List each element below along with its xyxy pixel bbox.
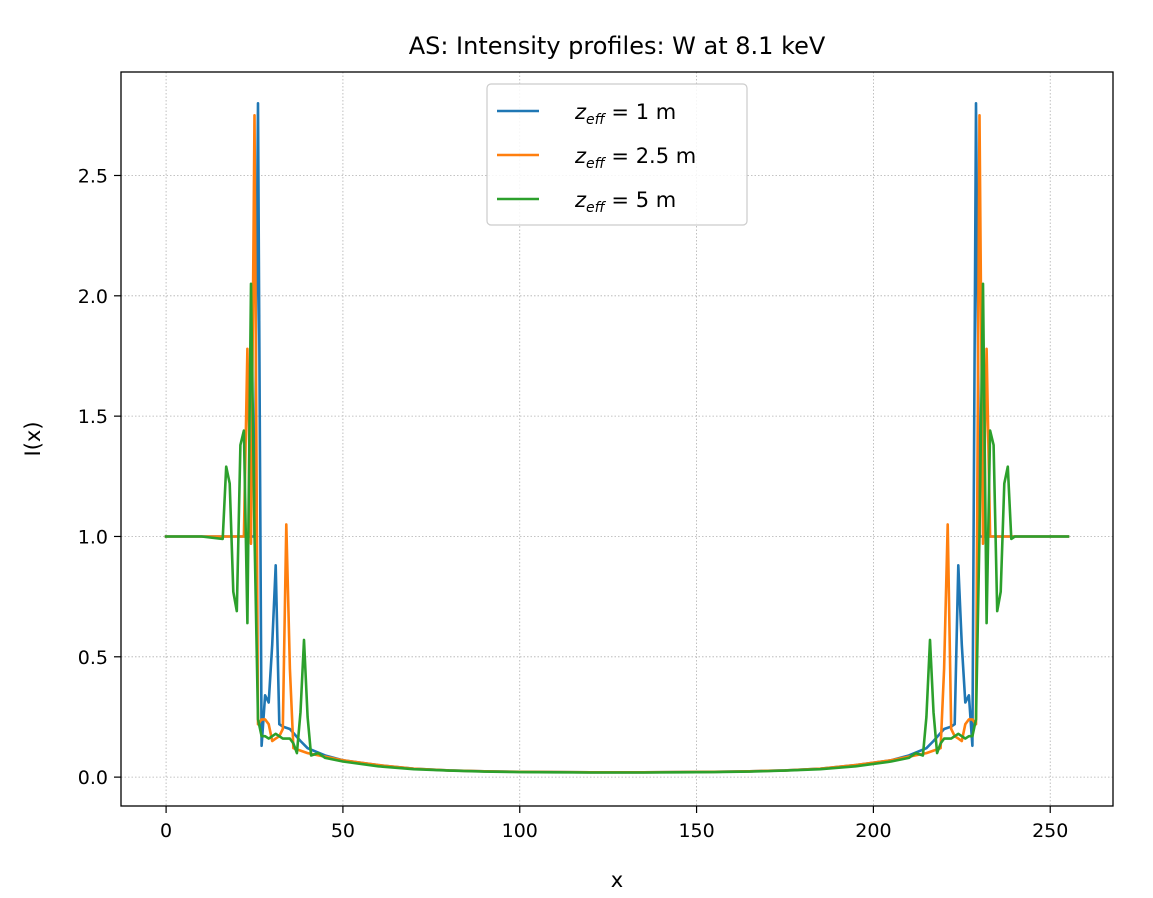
axes-frame: [120, 71, 1114, 807]
x-tick-label: 150: [678, 820, 714, 842]
y-axis: 0.0 0.5 1.0 1.5 2.0 2.5: [78, 165, 121, 789]
legend-box: [486, 83, 748, 226]
y-tick-label: 0.0: [78, 767, 108, 789]
plot-area: [164, 102, 1070, 774]
y-tick-label: 0.5: [78, 647, 108, 669]
legend-label: zeff = 1 m: [574, 100, 676, 128]
x-axis: 0 50 100 150 200 250: [160, 806, 1068, 842]
x-axis-label: x: [611, 868, 623, 892]
x-tick-label: 50: [331, 820, 355, 842]
x-tick-label: 100: [502, 820, 538, 842]
y-tick-label: 2.0: [78, 286, 108, 308]
y-tick-label: 1.5: [78, 406, 108, 428]
legend-label: zeff = 2.5 m: [574, 144, 696, 172]
y-axis-label: I(x): [21, 421, 45, 456]
legend: zeff = 1 m zeff = 2.5 m zeff = 5 m: [486, 83, 748, 226]
x-tick-label: 250: [1032, 820, 1068, 842]
y-tick-label: 1.0: [78, 526, 108, 548]
x-tick-label: 0: [160, 820, 172, 842]
chart-title: AS: Intensity profiles: W at 8.1 keV: [409, 32, 826, 60]
x-tick-label: 200: [855, 820, 891, 842]
series-line-3: [164, 282, 1070, 774]
y-tick-label: 2.5: [78, 165, 108, 187]
legend-label: zeff = 5 m: [574, 188, 676, 216]
